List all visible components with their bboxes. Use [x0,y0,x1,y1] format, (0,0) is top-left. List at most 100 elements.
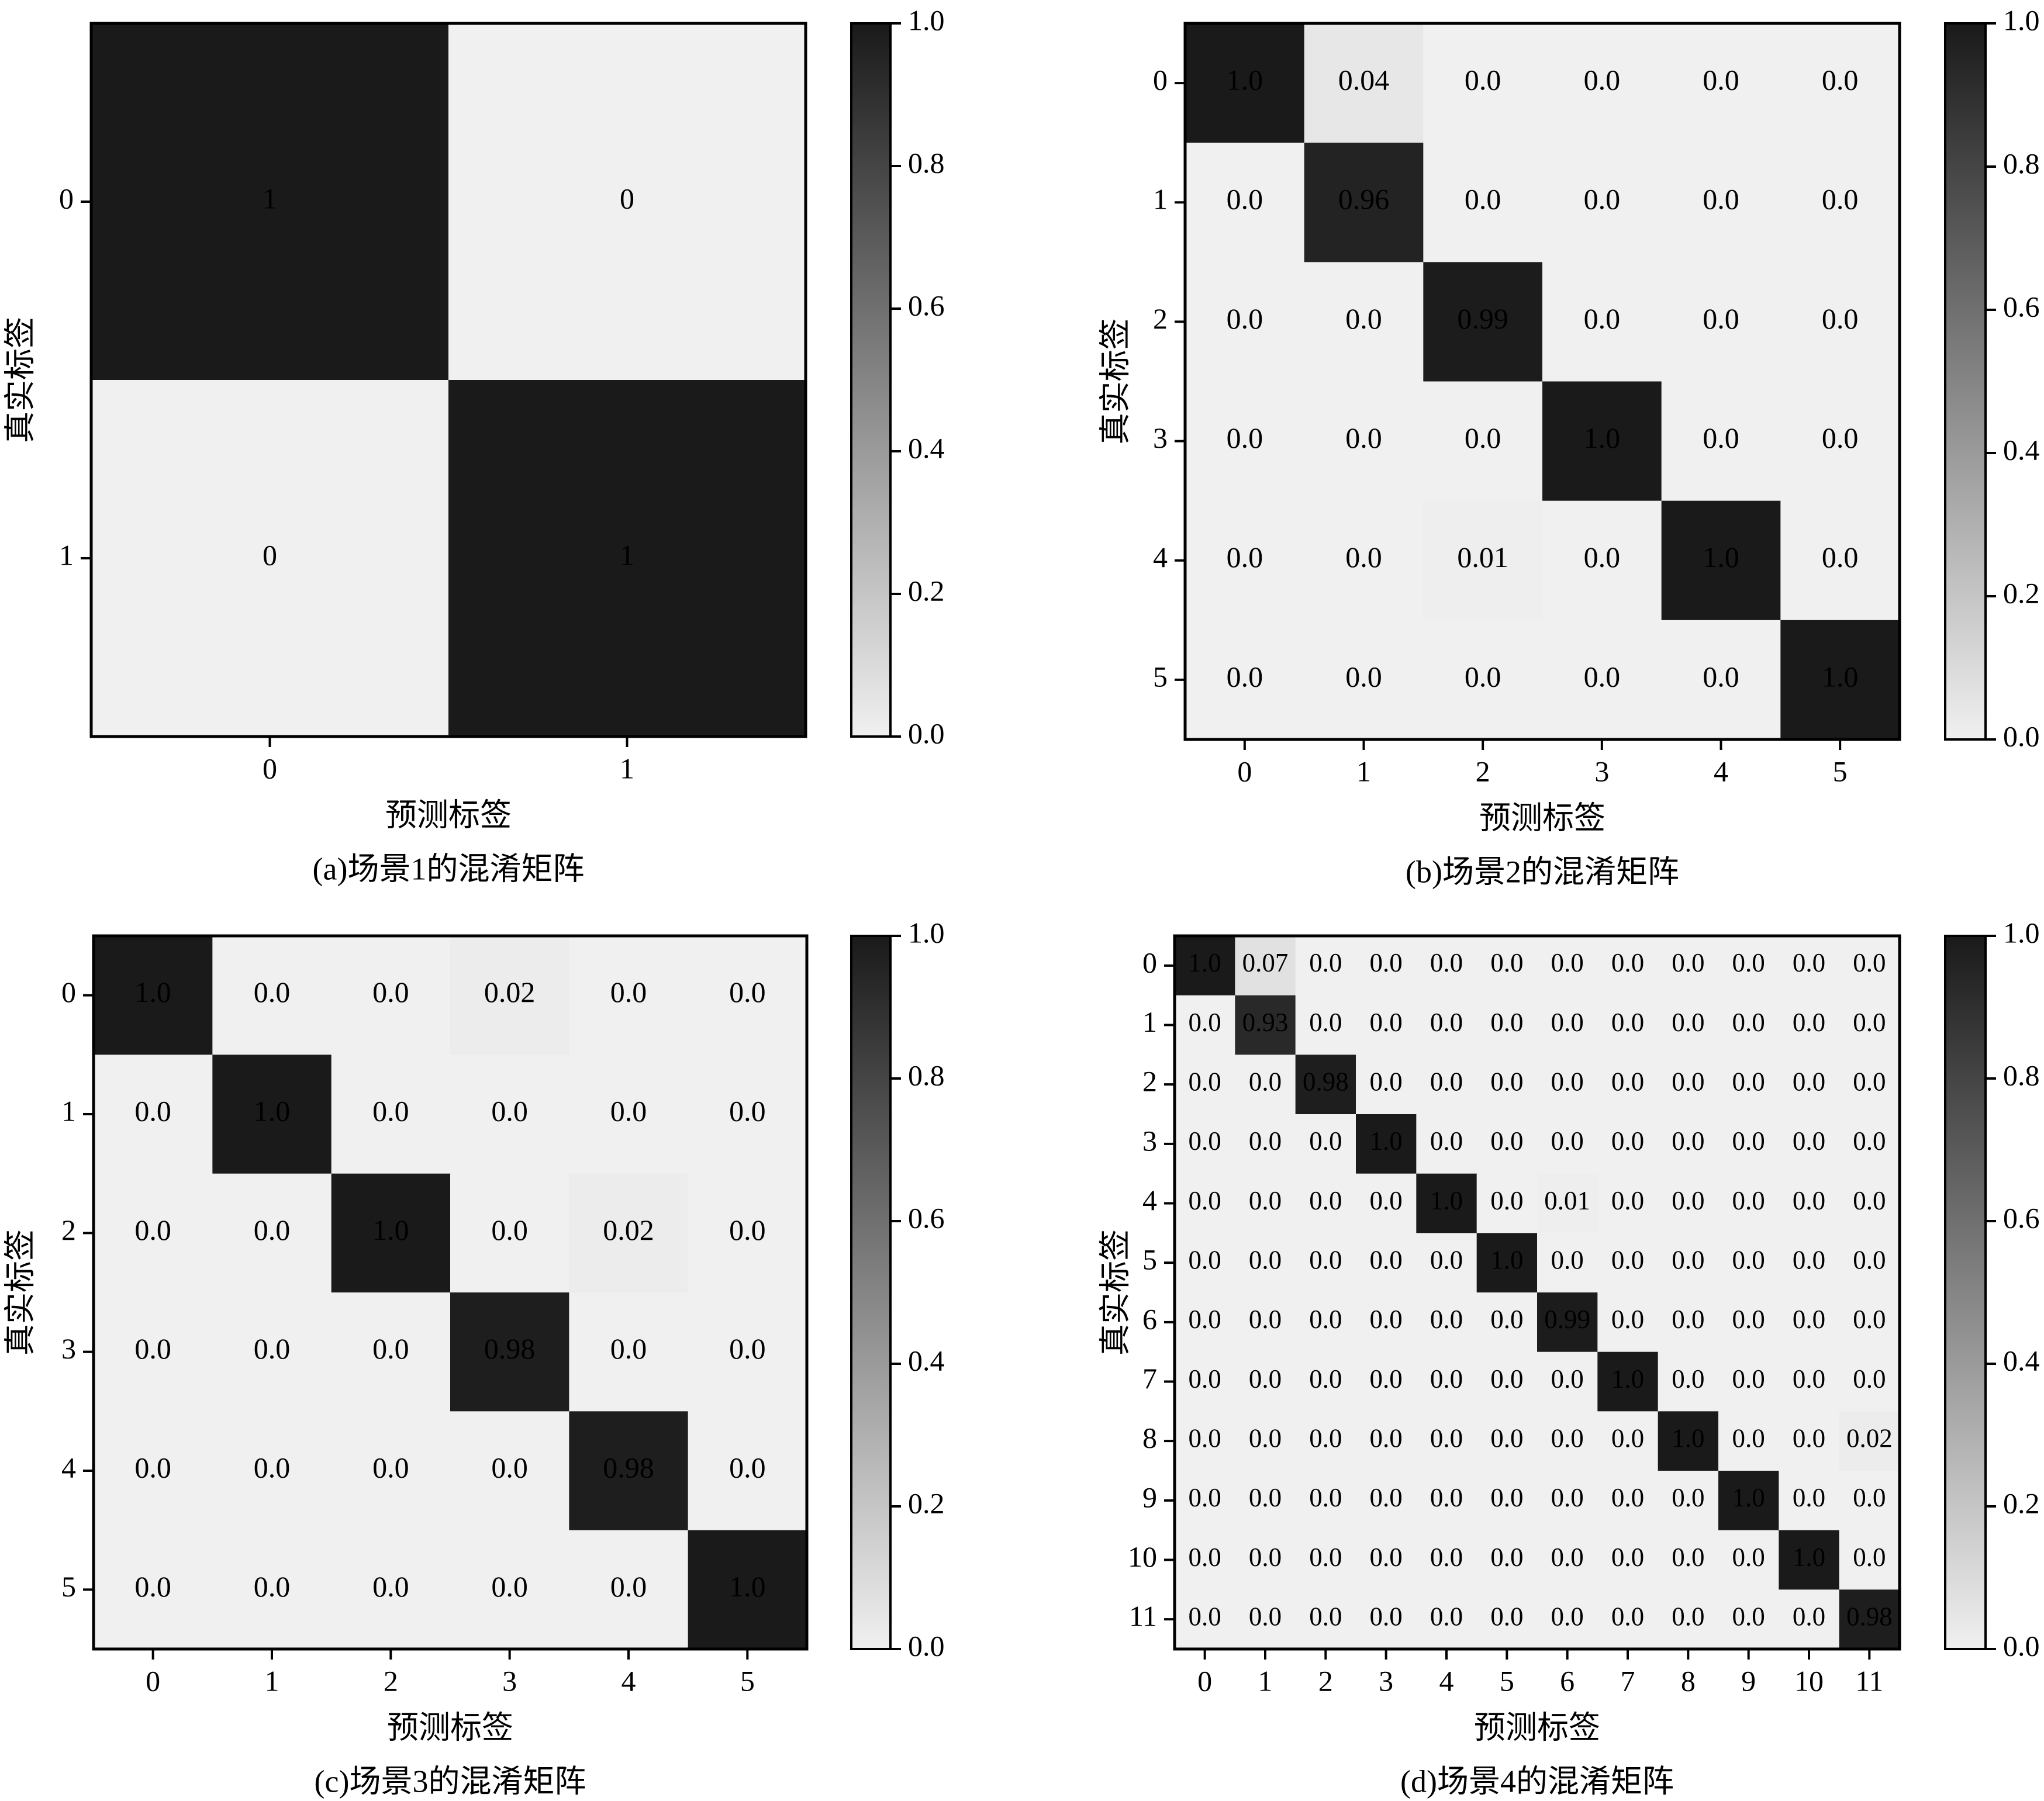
cell-label: 0.0 [1793,1423,1825,1453]
x-tick-label: 3 [1379,1664,1393,1697]
heatmap-cell [1295,1292,1356,1353]
heatmap-cell [1175,1351,1235,1412]
cell-label: 0.98 [484,1332,536,1365]
heatmap-cell [1779,1173,1840,1233]
cell-label: 1.0 [372,1214,409,1246]
cell-label: 0.0 [1611,948,1644,977]
heatmap-cell [1356,1471,1417,1531]
cell-label: 0.0 [1672,1126,1704,1156]
cell-label: 0.98 [603,1451,654,1484]
x-tick-label: 1 [620,752,634,784]
heatmap-cell [1304,23,1424,143]
heatmap-cell [1718,1114,1779,1174]
cell-label: 0.0 [1853,1008,1886,1037]
axes-frame [1183,22,1901,741]
cell-label: 0.0 [1732,948,1765,977]
heatmap-cell [91,380,449,737]
x-tick-label: 0 [1197,1664,1212,1697]
y-tick-label: 9 [1142,1481,1157,1513]
heatmap-cell [1779,1233,1840,1293]
heatmap-cell [1235,1055,1296,1115]
colorbar-tick-label: 0.6 [2003,290,2040,323]
heatmap-cell [1537,1589,1598,1650]
cell-label: 0.0 [1490,1543,1523,1572]
colorbar-tick-label: 0.8 [908,146,945,179]
cell-label: 0.0 [491,1214,528,1246]
x-tick-label: 1 [265,1664,279,1697]
x-tick-label: 9 [1741,1664,1756,1697]
cell-label: 0.0 [1732,1602,1765,1631]
cell-label: 0.0 [1309,1602,1342,1631]
cell-label: 1.0 [729,1570,766,1603]
cell-label: 0.0 [1551,948,1584,977]
heatmap-cell [1416,936,1477,996]
cell-label: 0.0 [1822,421,1859,454]
heatmap-cell [1235,1589,1296,1650]
heatmap-cell [1537,936,1598,996]
cell-label: 0.02 [603,1214,654,1246]
heatmap-cell [1185,620,1305,740]
heatmap-cell [1416,995,1477,1055]
y-axis-label: 真实标签 [1097,1229,1133,1356]
y-tick-label: 5 [61,1570,76,1603]
cell-label: 0.0 [1430,1245,1463,1274]
cell-label: 0.0 [1309,1186,1342,1215]
heatmap-cell [1295,1530,1356,1590]
heatmap-cell [1839,1471,1900,1531]
cell-label: 0.0 [1853,1305,1886,1334]
heatmap-cell [1537,1471,1598,1531]
heatmap-cell [1718,995,1779,1055]
heatmap-cell [1175,1233,1235,1293]
heatmap-cell [1658,1471,1719,1531]
cell-label: 0.0 [1793,948,1825,977]
cell-label: 0.0 [491,1570,528,1603]
heatmap-cell [1476,1173,1538,1233]
cell-label: 0.0 [1611,1305,1644,1334]
heatmap-cell [1661,381,1781,502]
y-tick-label: 7 [1142,1362,1157,1395]
axes-frame [1173,934,1901,1651]
heatmap-cell [688,936,807,1055]
heatmap-cell [1537,1055,1598,1115]
cell-label: 1.0 [1227,64,1263,96]
heatmap-cell [1235,1530,1296,1590]
heatmap-cell [1416,1411,1477,1471]
cell-label: 0.0 [1732,1008,1765,1037]
heatmap-cell [1542,381,1662,502]
cell-label: 0.0 [1430,1423,1463,1453]
cell-label: 0.0 [1853,1245,1886,1274]
cell-label: 0.0 [1189,1602,1221,1631]
cell-label: 0.98 [1303,1067,1349,1096]
colorbar-tick-label: 0.6 [2003,1201,2040,1234]
axes-frame [89,22,807,738]
cell-label: 0.0 [1465,64,1501,96]
cell-label: 0.0 [1853,1364,1886,1394]
cell-label: 0.0 [1490,1602,1523,1631]
cell-label: 0.0 [610,1570,647,1603]
cell-label: 1.0 [1430,1186,1463,1215]
cell-label: 0.0 [1672,1483,1704,1512]
heatmap-cell [1356,1173,1417,1233]
heatmap-cell [1718,1173,1779,1233]
x-axis-label: 预测标签 [387,1710,513,1745]
cell-label: 0.0 [1551,1483,1584,1512]
cell-label: 0.0 [1249,1602,1282,1631]
cell-label: 0.0 [1227,421,1263,454]
cell-label: 1.0 [1703,541,1739,573]
heatmap-cell [448,23,806,381]
colorbar-tick-label: 1.0 [2003,916,2040,949]
colorbar-tick-label: 1.0 [2003,4,2040,36]
heatmap-cell [1780,23,1900,143]
cell-label: 0.0 [1672,1364,1704,1394]
heatmap-cell [1416,1055,1477,1115]
cell-label: 0.0 [1584,541,1621,573]
heatmap-cell [1356,1233,1417,1293]
heatmap-cell [1295,1055,1356,1115]
heatmap-cell [450,936,569,1055]
cell-label: 0.0 [254,1214,291,1246]
cell-label: 1.0 [1490,1245,1523,1274]
cell-label: 0.0 [1370,1483,1403,1512]
x-tick-label: 0 [146,1664,160,1697]
cell-label: 1.0 [1822,660,1859,693]
heatmap-cell [331,1292,451,1412]
